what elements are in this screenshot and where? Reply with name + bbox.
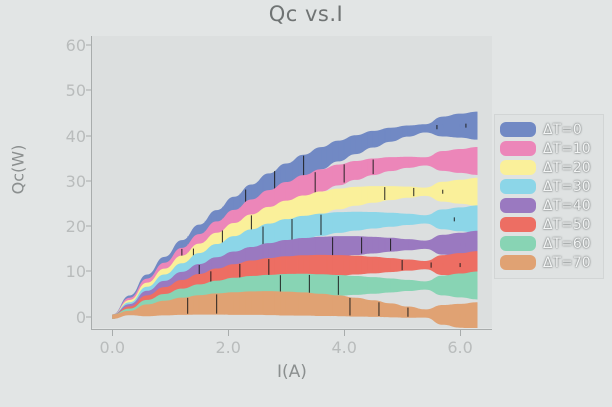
y-tick-label: 40 [65, 126, 86, 146]
legend-swatch [500, 141, 536, 156]
x-tick-mark [228, 330, 230, 336]
legend-item[interactable]: ΔT=30 [495, 177, 603, 196]
legend-swatch [500, 255, 536, 270]
x-axis-ticks: 0.0 2.0 4.0 6.0 [92, 330, 492, 360]
legend-label: ΔT=70 [543, 254, 591, 271]
y-tick-label: 60 [65, 36, 86, 56]
y-tick-label: 10 [65, 262, 86, 282]
legend-item[interactable]: ΔT=10 [495, 139, 603, 158]
legend-swatch [500, 217, 536, 232]
x-axis-label: I(A) [277, 362, 307, 382]
y-tick-label: 20 [65, 217, 86, 237]
legend-label: ΔT=50 [543, 216, 591, 233]
series-area [112, 230, 478, 319]
series-area [112, 205, 478, 319]
legend-swatch [500, 122, 536, 137]
legend-label: ΔT=40 [543, 197, 591, 214]
y-tick-mark [86, 270, 92, 272]
series-band [112, 205, 478, 319]
x-tick-mark [112, 330, 114, 336]
plot-area [92, 36, 492, 328]
y-axis-label: Qc(W) [8, 144, 28, 195]
legend-swatch [500, 236, 536, 251]
series-band [112, 251, 478, 319]
y-tick-mark [86, 44, 92, 46]
y-tick-mark [86, 225, 92, 227]
legend-label: ΔT=60 [543, 235, 591, 252]
legend-item[interactable]: ΔT=20 [495, 158, 603, 177]
legend-item[interactable]: ΔT=50 [495, 215, 603, 234]
series-band [112, 146, 478, 319]
legend-item[interactable]: ΔT=40 [495, 196, 603, 215]
x-tick-mark [344, 330, 346, 336]
y-tick-mark [86, 89, 92, 91]
legend-item[interactable]: ΔT=60 [495, 234, 603, 253]
y-axis-ticks: 0 10 20 30 40 50 60 [34, 36, 92, 328]
legend-label: ΔT=0 [543, 121, 582, 138]
x-tick-label: 0.0 [99, 338, 125, 357]
series-area [112, 146, 478, 319]
legend-label: ΔT=30 [543, 178, 591, 195]
plot-curves [112, 111, 478, 328]
y-tick-mark [86, 135, 92, 137]
y-axis-line [91, 36, 92, 329]
x-tick-mark [460, 330, 462, 336]
y-tick-mark [86, 316, 92, 318]
series-band [112, 291, 478, 328]
y-tick-label: 30 [65, 171, 86, 191]
legend-label: ΔT=20 [543, 159, 591, 176]
legend-swatch [500, 198, 536, 213]
y-tick-label: 50 [65, 81, 86, 101]
legend-swatch [500, 160, 536, 175]
x-axis-line [91, 329, 492, 330]
series-area [112, 111, 478, 319]
x-tick-label: 4.0 [331, 338, 357, 357]
x-tick-label: 2.0 [215, 338, 241, 357]
legend-label: ΔT=10 [543, 140, 591, 157]
legend-item[interactable]: ΔT=0 [495, 120, 603, 139]
legend-swatch [500, 179, 536, 194]
legend-item[interactable]: ΔT=70 [495, 253, 603, 272]
y-tick-mark [86, 180, 92, 182]
chart-title: Qc vs.I [268, 2, 344, 26]
series-area [112, 291, 478, 328]
series-area [112, 251, 478, 319]
legend: ΔT=0 ΔT=10 ΔT=20 ΔT=30 ΔT=40 ΔT=50 ΔT=60 ΔT=70 [494, 114, 604, 279]
x-tick-label: 6.0 [447, 338, 473, 357]
y-tick-label: 0 [75, 307, 86, 327]
series-area [112, 177, 478, 319]
